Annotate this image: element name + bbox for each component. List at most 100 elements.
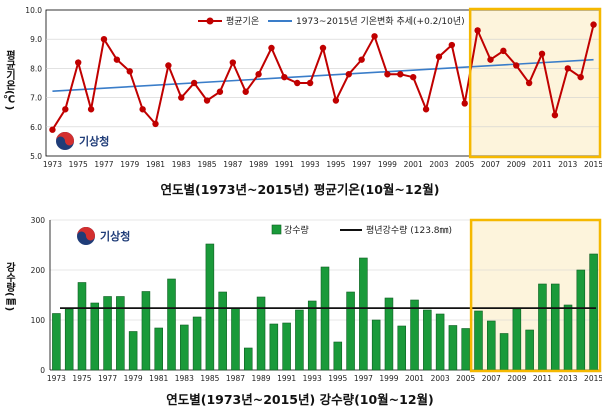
temperature-trend-group: [52, 58, 594, 92]
precipitation-bar: [256, 296, 266, 371]
precipitation-x-tick-label: 2015: [584, 374, 602, 383]
temperature-y-ticks: 5.0 6.0 7.0 8.0 9.0 10.0: [25, 6, 42, 161]
temperature-point: [345, 71, 352, 78]
precipitation-highlight-border: [469, 218, 602, 373]
precipitation-bar: [346, 291, 355, 371]
precipitation-bar: [218, 291, 227, 371]
temperature-point: [474, 27, 481, 34]
temperature-point: [538, 50, 546, 57]
precipitation-x-tick-label: 1977: [98, 374, 117, 383]
precipitation-legend: 강수량 평년강수량 (123.8㎜): [271, 224, 452, 236]
precipitation-x-tick-label: 2009: [507, 374, 526, 383]
temperature-point: [397, 71, 404, 78]
temperature-x-tick-label: 1999: [378, 160, 397, 169]
precipitation-bar: [282, 322, 291, 371]
precipitation-y-tick-label: 300: [31, 216, 46, 225]
temperature-x-tick-label: 2003: [429, 160, 448, 169]
temperature-point: [487, 56, 494, 63]
precipitation-bar: [307, 300, 317, 371]
temperature-x-tick-label: 1979: [120, 160, 139, 169]
temperature-x-tick-label: 2015: [584, 160, 602, 169]
precipitation-bar: [320, 266, 330, 371]
temperature-x-tick-label: 1997: [352, 160, 371, 169]
temperature-x-tick-label: 1993: [301, 160, 320, 169]
temperature-x-tick-label: 1987: [223, 160, 242, 169]
temperature-x-ticks: 1973 1975 1977 1979 1981 1983 1985 1987 1989 1991…: [43, 160, 602, 169]
temperature-x-tick-label: 1975: [69, 160, 88, 169]
temperature-point: [422, 106, 430, 113]
temperature-point: [62, 106, 69, 113]
temperature-point: [281, 73, 288, 81]
precipitation-y-tick-label: 200: [31, 266, 46, 275]
temperature-x-tick-label: 2009: [507, 160, 526, 169]
temperature-point: [190, 79, 198, 87]
precipitation-bar: [90, 302, 100, 371]
precipitation-bar: [243, 347, 253, 371]
precipitation-bar: [64, 308, 74, 371]
precipitation-x-tick-label: 1997: [354, 374, 373, 383]
precipitation-bar: [538, 283, 547, 371]
temperature-point: [577, 73, 584, 81]
precipitation-bar: [77, 282, 87, 371]
temperature-point: [268, 44, 275, 52]
temperature-y-tick-label: 10.0: [25, 6, 42, 15]
precipitation-bar: [231, 308, 240, 371]
temperature-point: [461, 100, 468, 107]
temperature-point: [319, 44, 327, 52]
temperature-point: [332, 97, 340, 104]
temperature-point: [551, 111, 559, 119]
precipitation-bar: [550, 283, 560, 371]
legend-label-trend: 1973~2015년 기온변화 추세(+0.2/10년): [296, 16, 465, 27]
precipitation-bar: [589, 253, 598, 371]
precipitation-bar: [499, 333, 509, 371]
kma-emblem-red-icon: [56, 132, 74, 146]
temperature-y-tick-label: 9.0: [30, 35, 42, 44]
temperature-chart-title: 연도별(1973년~2015년) 평균기온(10월~12월): [160, 182, 439, 197]
temperature-y-axis-label: 평균기온(℃): [3, 49, 16, 110]
temperature-point: [49, 126, 56, 133]
precipitation-x-tick-label: 1983: [175, 374, 194, 383]
precipitation-x-tick-label: 1973: [47, 374, 66, 383]
legend-label-normal: 평년강수량 (123.8㎜): [366, 224, 452, 236]
precipitation-bar: [359, 257, 368, 371]
temperature-point: [242, 88, 249, 95]
temperature-point: [294, 79, 301, 87]
temperature-trend-line: [52, 58, 594, 92]
precipitation-bar: [128, 331, 138, 371]
precipitation-bar: [167, 278, 176, 371]
precipitation-x-ticks: 1973 1975 1977 1979 1981 1983 1985 1987 1989 1991…: [47, 374, 602, 383]
temperature-point: [500, 47, 507, 55]
precipitation-bar: [333, 341, 343, 371]
precipitation-y-tick-label: 100: [31, 316, 46, 325]
temperature-point: [165, 62, 172, 69]
precipitation-x-tick-label: 2003: [431, 374, 450, 383]
precipitation-bar: [154, 327, 163, 371]
temperature-x-tick-label: 2007: [481, 160, 500, 169]
precipitation-bar: [192, 316, 202, 371]
precipitation-bar: [295, 309, 304, 371]
precipitation-bar: [397, 325, 407, 371]
precipitation-bar: [563, 304, 573, 371]
precipitation-bar: [141, 291, 151, 371]
precipitation-x-tick-label: 2011: [533, 374, 552, 383]
temperature-point: [358, 56, 365, 63]
temperature-point: [87, 106, 95, 113]
temperature-x-tick-label: 1977: [94, 160, 113, 169]
temperature-x-tick-label: 2005: [455, 160, 474, 169]
temperature-point: [255, 71, 262, 78]
precipitation-x-tick-label: 1993: [303, 374, 322, 383]
precipitation-x-tick-label: 1995: [328, 374, 347, 383]
temperature-point: [178, 94, 185, 101]
temperature-point: [113, 56, 121, 63]
precipitation-bar: [435, 313, 445, 371]
precipitation-bar: [461, 328, 470, 371]
temperature-point: [216, 88, 224, 95]
temperature-point: [525, 79, 533, 87]
temperature-x-tick-label: 1985: [197, 160, 216, 169]
precipitation-bar: [487, 320, 496, 371]
kma-emblem-red-icon-2: [77, 227, 95, 241]
temperature-x-tick-label: 2013: [558, 160, 577, 169]
temperature-x-tick-label: 1983: [172, 160, 191, 169]
